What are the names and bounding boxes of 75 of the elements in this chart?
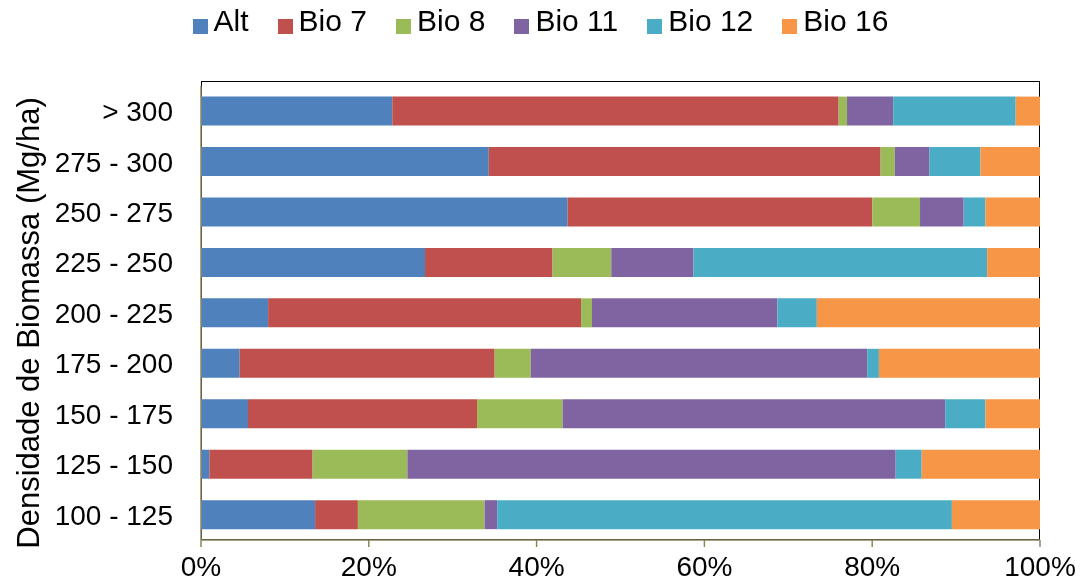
bar — [867, 348, 879, 378]
bar — [567, 197, 873, 227]
bar — [552, 247, 612, 277]
legend-label: Bio 12 — [668, 4, 754, 37]
y-tick-label: 150 - 175 — [54, 398, 173, 430]
bar — [239, 348, 495, 378]
x-tick-label: 20% — [340, 550, 397, 582]
bar — [312, 449, 408, 479]
bar — [209, 449, 313, 479]
y-tick-label: 250 - 275 — [54, 197, 173, 229]
bar — [201, 298, 269, 328]
bar — [693, 247, 988, 277]
bar — [921, 449, 1040, 479]
bar — [929, 147, 981, 177]
y-axis-title: Densidade de Biomassa (Mg/ha) — [10, 97, 46, 549]
bar — [894, 147, 930, 177]
x-tick-label: 60% — [676, 550, 733, 582]
bar — [847, 96, 894, 126]
bar — [268, 298, 582, 328]
bar — [816, 298, 1040, 328]
bar — [407, 449, 896, 479]
bar — [315, 500, 358, 530]
x-tick-label: 100% — [1004, 550, 1076, 582]
bar — [201, 500, 316, 530]
bar — [963, 197, 986, 227]
bar — [987, 247, 1040, 277]
y-tick-label: 175 - 200 — [54, 348, 173, 380]
bar — [497, 500, 952, 530]
bar — [1015, 96, 1040, 126]
bar — [477, 399, 563, 429]
y-tick-label: > 300 — [102, 96, 173, 128]
legend-label: Bio 7 — [298, 4, 367, 37]
bar — [488, 147, 881, 177]
x-tick-label: 80% — [844, 550, 901, 582]
bar — [425, 247, 553, 277]
bar — [895, 449, 922, 479]
y-tick-label: 275 - 300 — [54, 146, 173, 178]
bar — [201, 399, 248, 429]
y-tick-label: 225 - 250 — [54, 247, 173, 279]
bar — [872, 197, 921, 227]
legend-label: Bio 11 — [535, 4, 619, 37]
bar — [484, 500, 498, 530]
bar — [951, 500, 1040, 530]
x-tick-label: 0% — [180, 550, 222, 582]
x-tick-label: 40% — [508, 550, 565, 582]
bar — [357, 500, 485, 530]
bar — [530, 348, 868, 378]
legend-label: Bio 8 — [417, 4, 486, 37]
bar — [392, 96, 839, 126]
bar — [581, 298, 592, 328]
bar — [920, 197, 964, 227]
bar — [838, 96, 848, 126]
bar — [777, 298, 817, 328]
bar — [247, 399, 478, 429]
bar — [945, 399, 986, 429]
y-tick-label: 200 - 225 — [54, 297, 173, 329]
bar — [878, 348, 1040, 378]
bar — [562, 399, 946, 429]
bar — [494, 348, 531, 378]
bar — [201, 197, 568, 227]
bar — [985, 399, 1040, 429]
bar — [201, 96, 393, 126]
bar — [893, 96, 1016, 126]
legend-label: Bio 16 — [803, 4, 889, 37]
bar — [201, 147, 489, 177]
y-tick-label: 125 - 150 — [54, 449, 173, 481]
legend-label: Alt — [213, 4, 249, 37]
y-tick-label: 100 - 125 — [54, 499, 173, 531]
bar — [980, 147, 1040, 177]
bar — [611, 247, 694, 277]
bar — [985, 197, 1040, 227]
bar — [880, 147, 895, 177]
bar — [201, 247, 426, 277]
bar — [201, 348, 240, 378]
bar — [591, 298, 778, 328]
